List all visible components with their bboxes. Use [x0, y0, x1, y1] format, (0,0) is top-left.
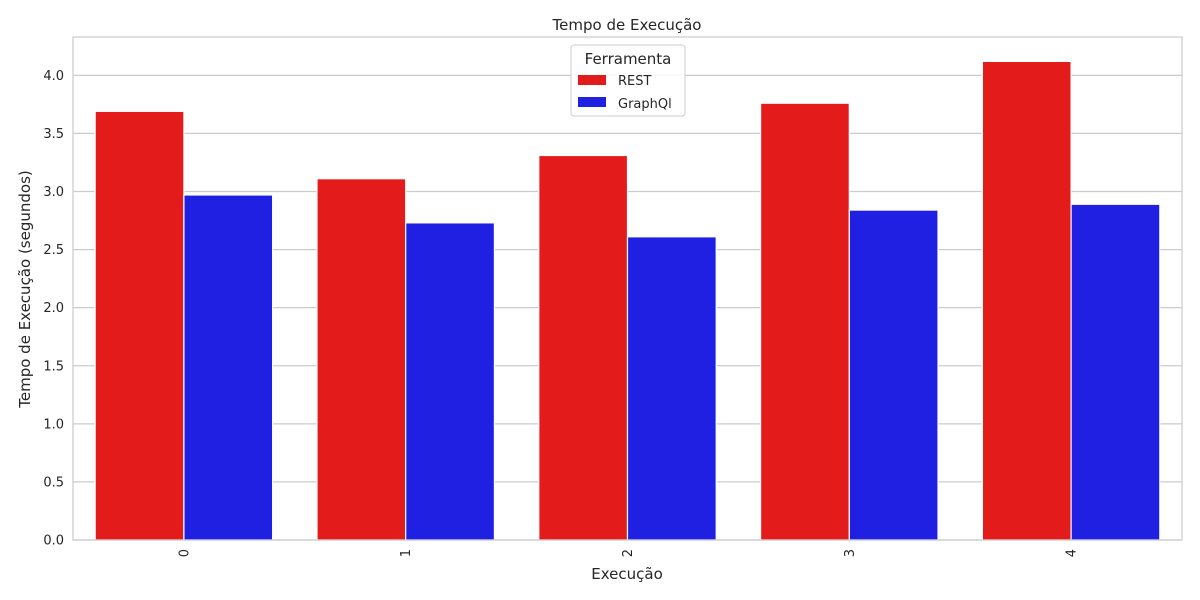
y-tick-label: 2.5 — [43, 243, 64, 258]
bar-graphql-3 — [848, 209, 939, 541]
bar-rest-4 — [981, 60, 1072, 541]
bar-rest-2 — [538, 154, 629, 541]
bar-rest-0 — [94, 110, 185, 541]
x-tick-label: 3 — [843, 549, 858, 557]
bar-rest-1 — [316, 178, 407, 541]
bars — [94, 60, 1161, 541]
bar-graphql-2 — [626, 236, 717, 541]
x-tick-label: 4 — [1065, 549, 1080, 557]
y-tick-labels: 0.0 0.5 1.0 1.5 2.0 2.5 3.0 3.5 4.0 — [43, 69, 64, 549]
y-tick-label: 0.0 — [43, 534, 64, 549]
bar-graphql-4 — [1070, 203, 1161, 541]
bar-graphql-1 — [405, 222, 496, 541]
legend-label-rest: REST — [618, 74, 651, 89]
x-tick-label: 1 — [399, 549, 414, 557]
y-tick-label: 4.0 — [43, 69, 64, 84]
x-tick-labels: 0 1 2 3 4 — [177, 549, 1079, 557]
y-tick-label: 1.5 — [43, 359, 64, 374]
y-tick-label: 1.0 — [43, 417, 64, 432]
legend-label-graphql: GraphQl — [618, 97, 672, 112]
y-tick-label: 0.5 — [43, 475, 64, 490]
legend-swatch-rest — [578, 75, 606, 85]
y-tick-label: 2.0 — [43, 301, 64, 316]
chart-title: Tempo de Execução — [552, 16, 702, 34]
x-tick-label: 2 — [621, 549, 636, 557]
legend: Ferramenta REST GraphQl — [570, 44, 686, 117]
y-tick-label: 3.5 — [43, 127, 64, 142]
x-tick-label: 0 — [177, 549, 192, 557]
legend-swatch-graphql — [578, 97, 606, 107]
bar-graphql-0 — [183, 194, 274, 541]
y-axis-label: Tempo de Execução (segundos) — [16, 170, 34, 409]
bar-rest-3 — [759, 102, 850, 541]
legend-title: Ferramenta — [585, 50, 672, 68]
x-axis-label: Execução — [591, 565, 663, 583]
plot-frame — [72, 36, 1183, 541]
y-tick-label: 3.0 — [43, 185, 64, 200]
